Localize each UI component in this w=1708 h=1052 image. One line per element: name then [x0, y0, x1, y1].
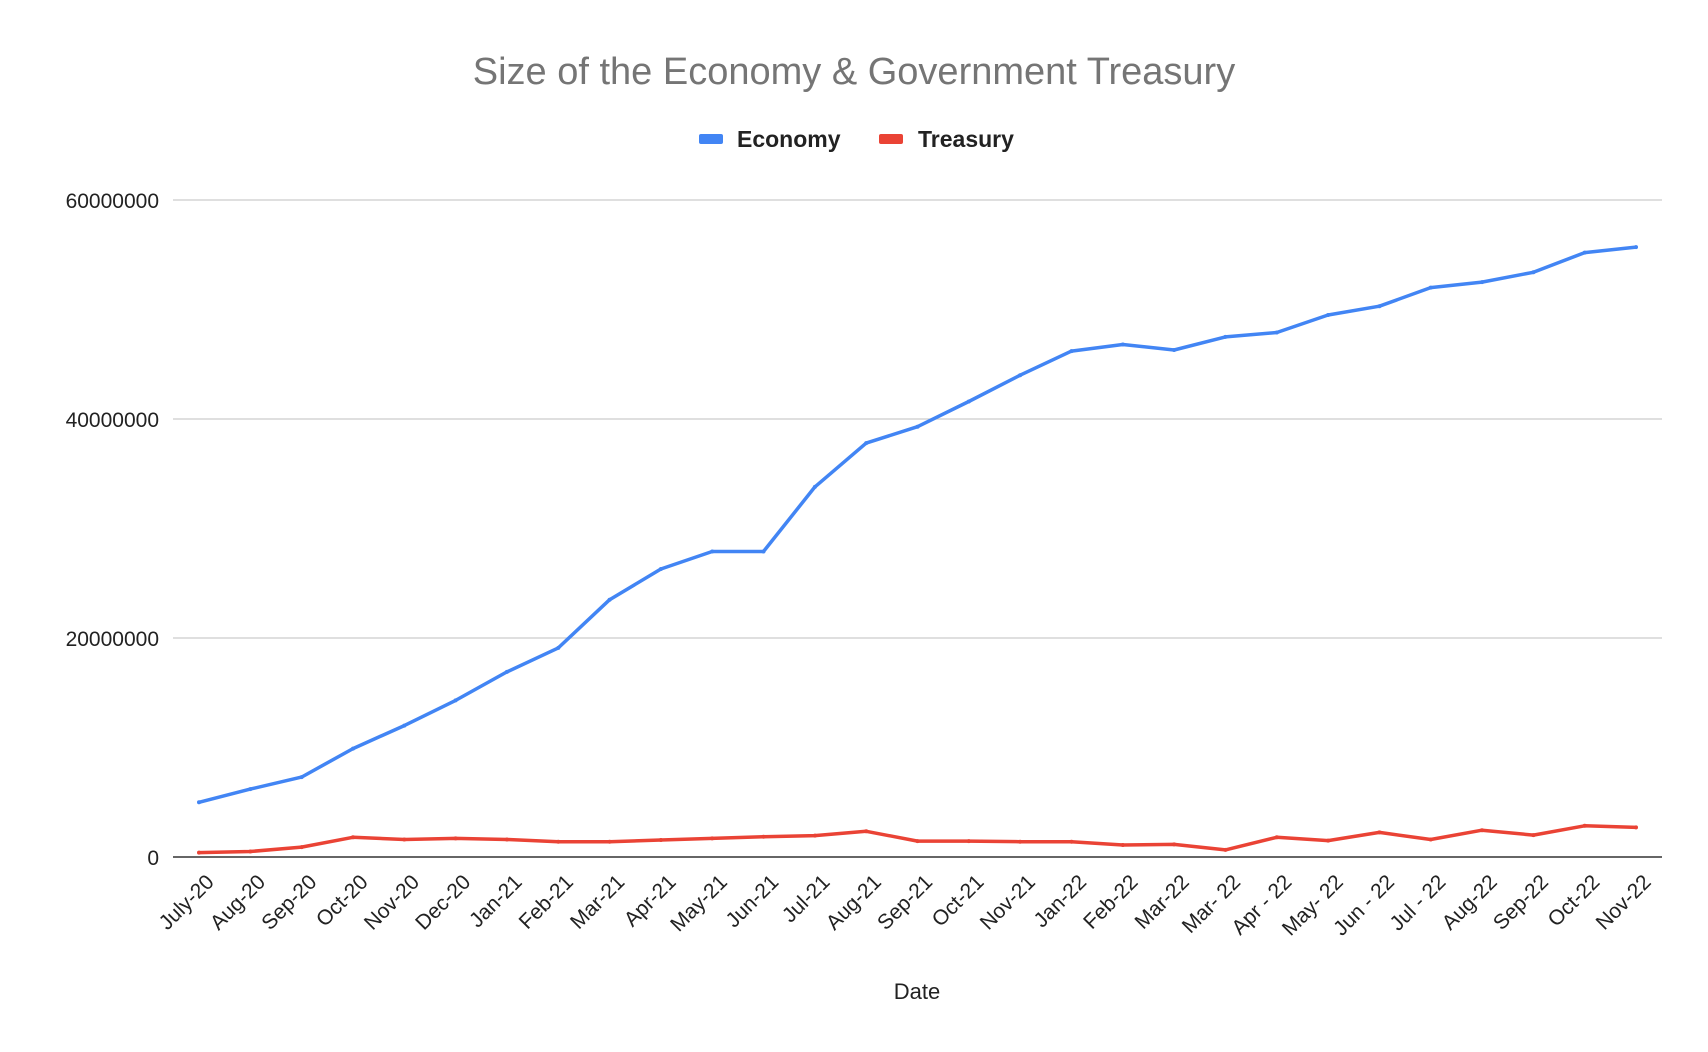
x-tick-label: Nov-21	[976, 870, 1040, 934]
gridlines	[173, 199, 1662, 639]
data-point-economy[interactable]	[1531, 270, 1536, 275]
data-point-treasury[interactable]	[812, 833, 817, 838]
chart-title: Size of the Economy & Government Treasur…	[473, 51, 1235, 93]
data-point-treasury[interactable]	[1634, 825, 1638, 830]
data-point-economy[interactable]	[556, 645, 561, 650]
data-point-economy[interactable]	[966, 399, 971, 404]
data-point-economy[interactable]	[299, 775, 304, 780]
data-point-treasury[interactable]	[248, 849, 253, 854]
data-point-economy[interactable]	[402, 723, 407, 728]
series-line-economy[interactable]	[197, 245, 1638, 805]
data-point-economy[interactable]	[1377, 304, 1382, 309]
data-point-treasury[interactable]	[197, 850, 201, 855]
data-point-treasury[interactable]	[864, 829, 869, 834]
data-point-treasury[interactable]	[1120, 843, 1125, 847]
data-point-treasury[interactable]	[607, 839, 612, 844]
x-tick-label: Sep-21	[873, 870, 937, 934]
data-point-economy[interactable]	[453, 698, 458, 703]
data-point-treasury[interactable]	[1531, 833, 1536, 838]
data-point-treasury[interactable]	[1326, 838, 1331, 843]
series-economy	[197, 245, 1638, 805]
x-tick-label: Sep-22	[1489, 870, 1553, 934]
data-point-economy[interactable]	[351, 746, 355, 751]
x-tick-label: Jan-22	[1030, 870, 1092, 932]
x-tick-label: Jun-21	[722, 870, 784, 932]
data-point-economy[interactable]	[1582, 250, 1587, 255]
data-point-economy[interactable]	[504, 669, 509, 674]
data-point-treasury[interactable]	[1582, 823, 1587, 828]
data-point-economy[interactable]	[915, 424, 920, 429]
legend-item-economy[interactable]: Economy	[699, 126, 841, 152]
data-point-economy[interactable]	[197, 800, 201, 805]
y-tick-label: 40000000	[66, 409, 159, 432]
y-axis-ticks: 0 20000000 40000000 60000000	[66, 190, 159, 870]
x-tick-label: Sep-20	[257, 870, 321, 934]
y-tick-label: 0	[147, 847, 159, 870]
series-layer	[197, 245, 1638, 855]
data-point-economy[interactable]	[1069, 349, 1074, 354]
data-point-treasury[interactable]	[351, 835, 355, 840]
data-point-economy[interactable]	[761, 549, 766, 554]
x-tick-label: Nov-20	[360, 870, 424, 934]
legend-item-treasury[interactable]: Treasury	[879, 126, 1014, 152]
x-tick-label: Aug-21	[822, 870, 886, 934]
data-point-economy[interactable]	[248, 787, 253, 792]
x-tick-label: May-21	[666, 870, 732, 936]
data-point-treasury[interactable]	[299, 845, 304, 850]
legend: Economy Treasury	[699, 126, 1014, 152]
data-point-economy[interactable]	[1018, 373, 1023, 378]
data-point-economy[interactable]	[1480, 280, 1484, 285]
data-point-economy[interactable]	[658, 567, 663, 571]
data-point-treasury[interactable]	[556, 839, 561, 844]
x-tick-label: Feb-21	[515, 870, 578, 933]
data-point-treasury[interactable]	[966, 839, 971, 844]
data-point-economy[interactable]	[710, 549, 715, 554]
data-point-treasury[interactable]	[761, 834, 766, 839]
x-tick-label: Aug-20	[206, 870, 270, 934]
legend-swatch-treasury	[879, 134, 903, 144]
data-point-economy[interactable]	[864, 441, 869, 446]
series-treasury	[197, 823, 1638, 855]
legend-label-economy: Economy	[737, 126, 841, 152]
data-point-economy[interactable]	[1120, 342, 1125, 347]
x-tick-label: July-20	[155, 870, 219, 934]
data-point-economy[interactable]	[1172, 348, 1177, 352]
data-point-treasury[interactable]	[710, 836, 715, 841]
data-point-treasury[interactable]	[1377, 830, 1382, 835]
data-point-economy[interactable]	[607, 597, 612, 602]
data-point-economy[interactable]	[1223, 334, 1228, 339]
data-point-treasury[interactable]	[658, 838, 663, 842]
data-point-economy[interactable]	[812, 484, 817, 489]
data-point-treasury[interactable]	[402, 837, 407, 842]
data-point-treasury[interactable]	[504, 837, 509, 842]
x-tick-label: Feb-22	[1079, 870, 1142, 933]
data-point-treasury[interactable]	[915, 839, 920, 844]
legend-swatch-economy	[699, 134, 723, 144]
x-tick-label: Aug-22	[1438, 870, 1502, 934]
x-axis-ticks: July-20Aug-20Sep-20Oct-20Nov-20Dec-20Jan…	[155, 870, 1656, 940]
x-tick-label: Jan-21	[465, 870, 527, 932]
data-point-treasury[interactable]	[1172, 842, 1177, 847]
data-point-treasury[interactable]	[1069, 839, 1074, 844]
data-point-economy[interactable]	[1634, 245, 1638, 250]
data-point-treasury[interactable]	[1018, 839, 1023, 844]
data-point-economy[interactable]	[1428, 285, 1433, 290]
data-point-treasury[interactable]	[453, 836, 458, 841]
data-point-treasury[interactable]	[1428, 837, 1433, 842]
y-tick-label: 60000000	[66, 190, 159, 213]
y-tick-label: 20000000	[66, 628, 159, 651]
data-point-economy[interactable]	[1274, 330, 1279, 335]
x-tick-label: Jul - 22	[1385, 870, 1450, 935]
legend-label-treasury: Treasury	[918, 126, 1014, 152]
data-point-treasury[interactable]	[1223, 847, 1228, 852]
data-point-treasury[interactable]	[1274, 835, 1279, 840]
x-tick-label: Dec-20	[411, 870, 475, 934]
x-tick-label: Mar-21	[566, 870, 629, 933]
x-axis-title: Date	[894, 979, 940, 1004]
data-point-treasury[interactable]	[1480, 828, 1484, 833]
x-tick-label: Nov-22	[1592, 870, 1656, 934]
data-point-economy[interactable]	[1326, 313, 1331, 317]
